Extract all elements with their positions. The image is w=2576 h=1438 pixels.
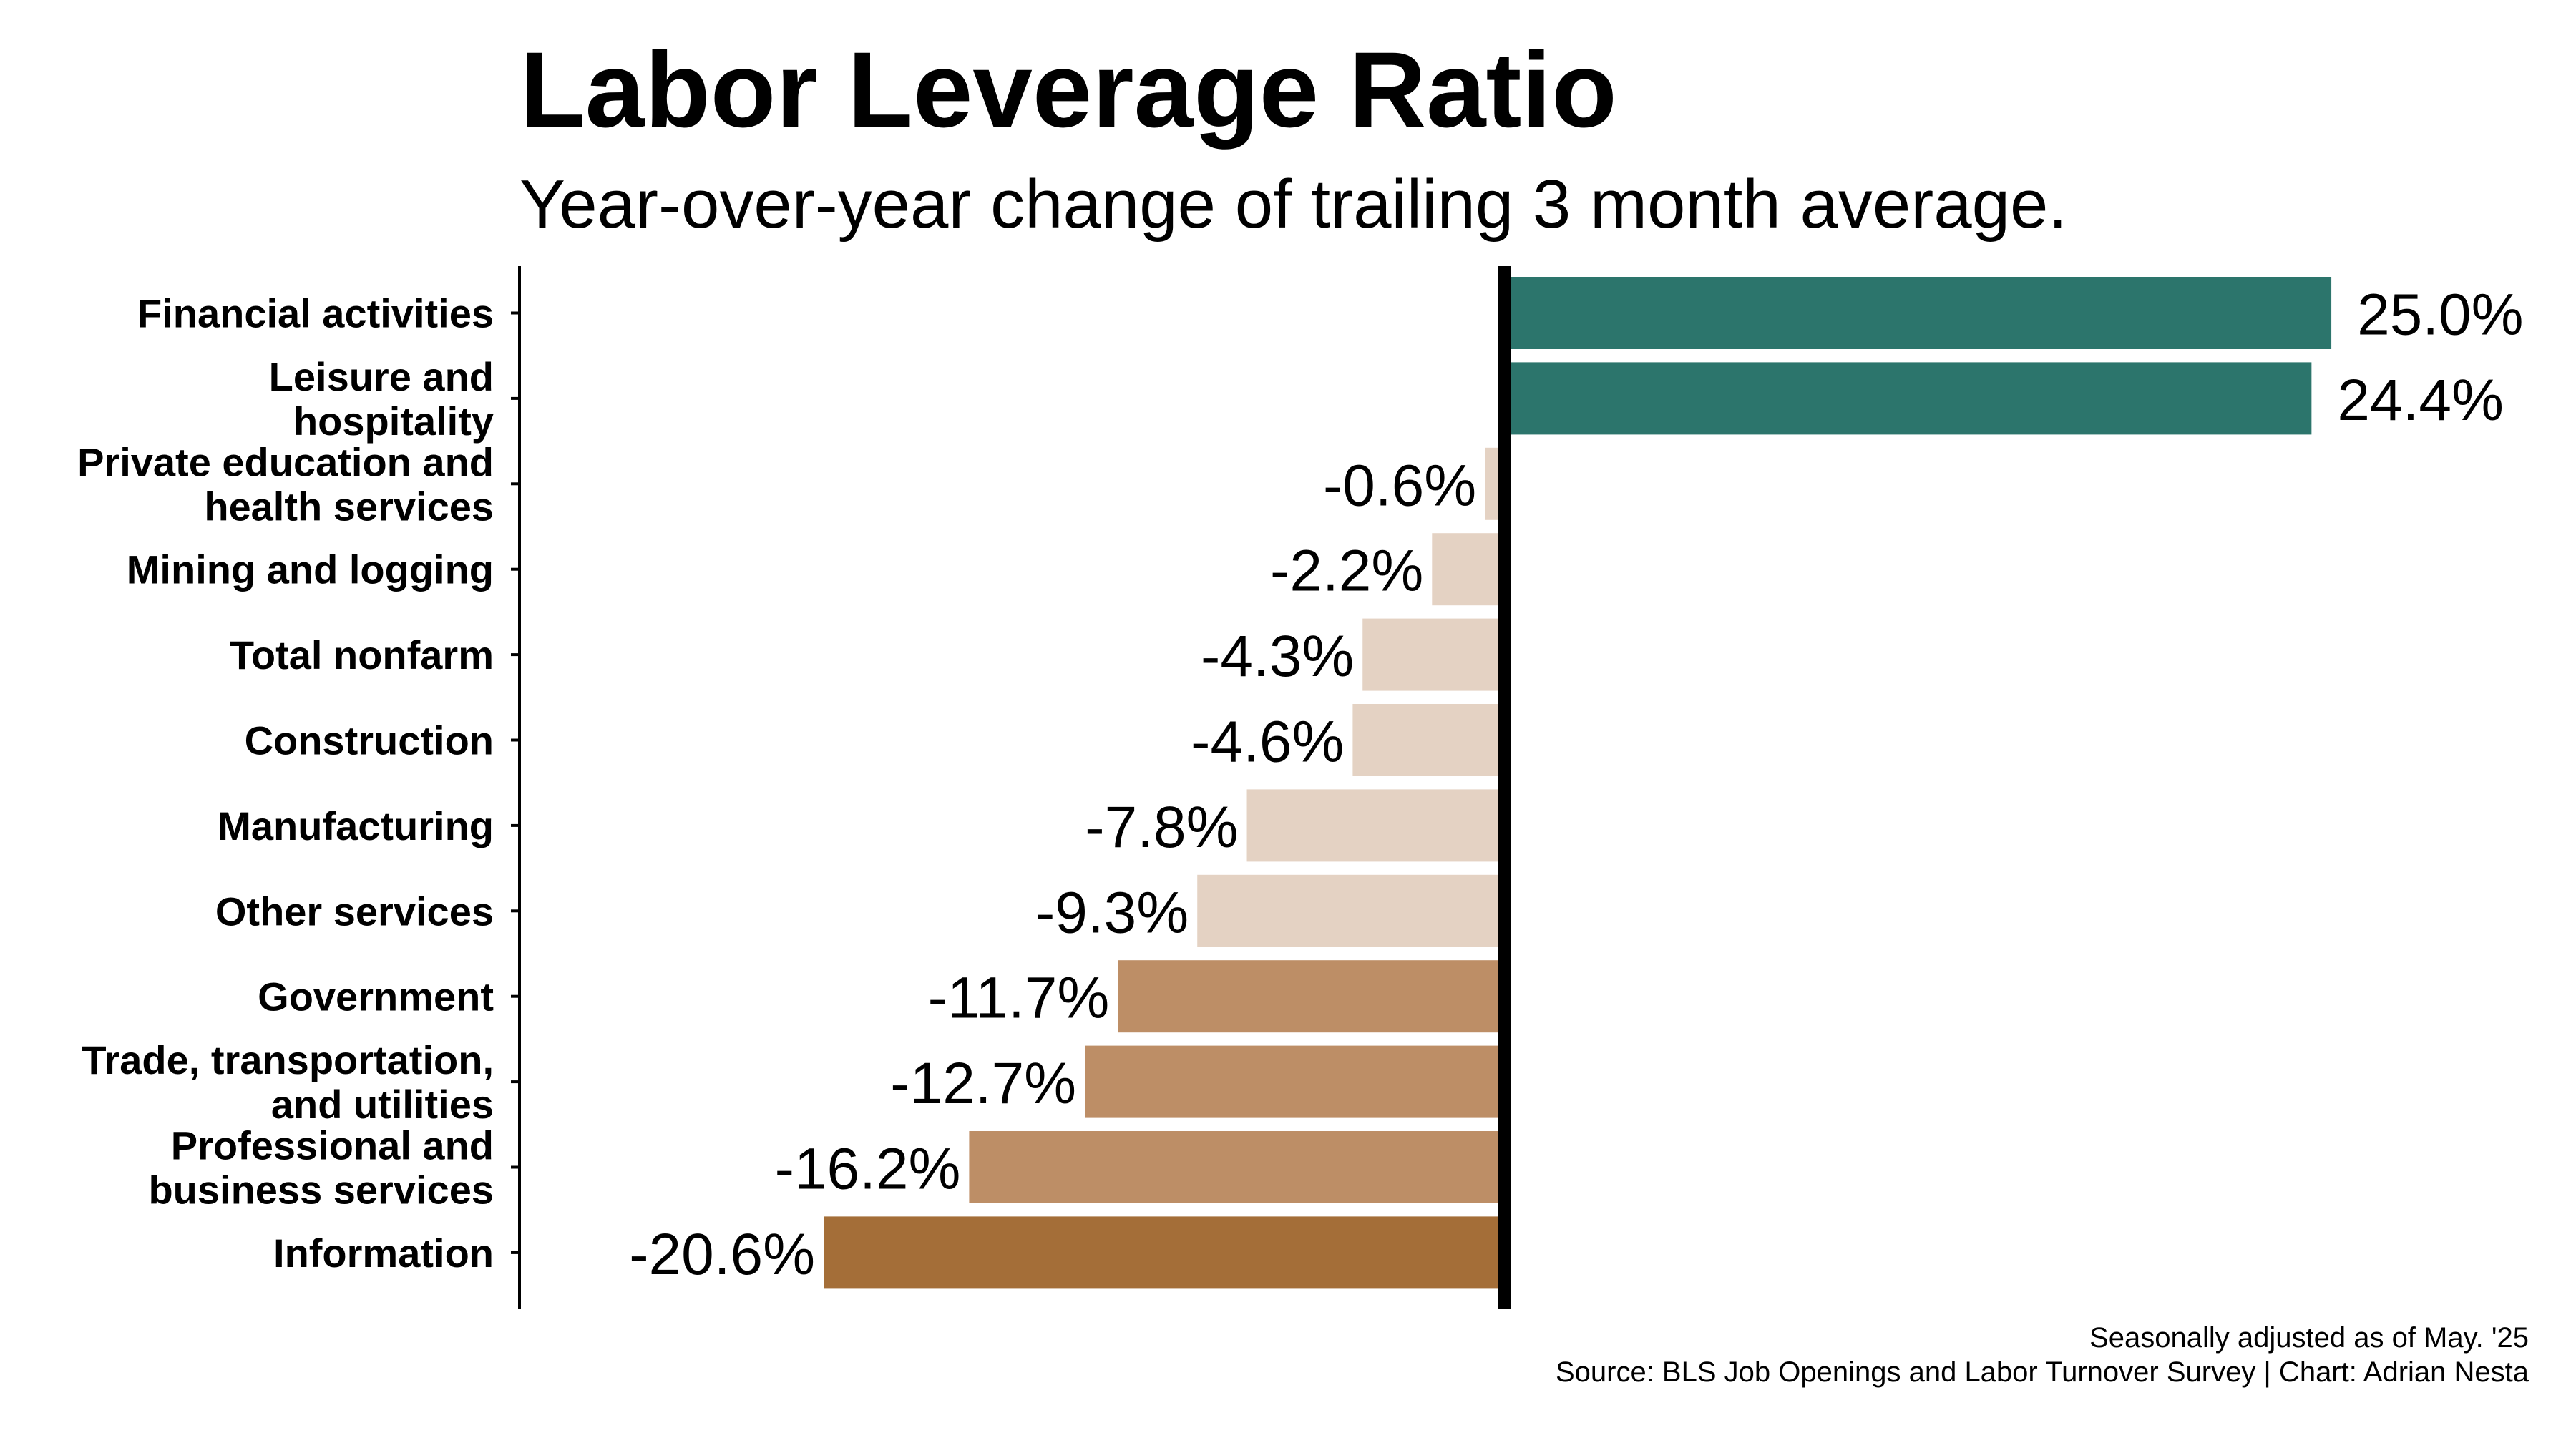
- category-label: Information: [273, 1231, 494, 1276]
- category-label: Mining and logging: [127, 547, 494, 592]
- value-label: -12.7%: [890, 1051, 1076, 1116]
- category-label: business services: [148, 1168, 494, 1213]
- category-label: hospitality: [293, 398, 494, 444]
- bar-4: [1362, 618, 1505, 691]
- value-label: -2.2%: [1270, 539, 1423, 604]
- value-label: -4.3%: [1201, 624, 1354, 689]
- category-label: Construction: [245, 718, 494, 763]
- category-label: Trade, transportation,: [82, 1037, 494, 1082]
- category-label: Total nonfarm: [230, 632, 494, 678]
- chart-subtitle: Year-over-year change of trailing 3 mont…: [519, 166, 2068, 243]
- bar-5: [1352, 704, 1505, 776]
- bar-8: [1118, 960, 1505, 1033]
- category-label: Leisure and: [269, 354, 494, 399]
- category-label: Financial activities: [137, 291, 494, 336]
- bar-9: [1085, 1045, 1505, 1118]
- bar-6: [1246, 789, 1505, 862]
- bar-3: [1432, 533, 1505, 606]
- value-label: -7.8%: [1085, 795, 1238, 860]
- category-label: Private education and: [77, 439, 494, 484]
- category-label: Professional and: [171, 1123, 494, 1168]
- chart-title: Labor Leverage Ratio: [519, 29, 1617, 150]
- value-label: -0.6%: [1323, 453, 1476, 518]
- source-credit: Source: BLS Job Openings and Labor Turno…: [1555, 1356, 2529, 1388]
- seasonal-note: Seasonally adjusted as of May. '25: [2089, 1322, 2529, 1354]
- category-label: Government: [258, 974, 494, 1019]
- bar-10: [969, 1131, 1505, 1203]
- value-label: -20.6%: [629, 1222, 815, 1287]
- value-label: -11.7%: [928, 966, 1110, 1031]
- value-label: -9.3%: [1035, 880, 1189, 945]
- value-label: -16.2%: [775, 1137, 961, 1202]
- value-label: 25.0%: [2357, 283, 2524, 348]
- category-label: Manufacturing: [218, 803, 494, 848]
- category-label: health services: [204, 484, 494, 529]
- value-label: 24.4%: [2337, 368, 2504, 433]
- bar-1: [1504, 362, 2312, 435]
- category-label: Other services: [215, 889, 494, 934]
- category-label: and utilities: [271, 1082, 494, 1127]
- bar-11: [824, 1216, 1505, 1289]
- value-label: -4.6%: [1191, 710, 1344, 775]
- bar-7: [1197, 874, 1505, 947]
- bar-0: [1504, 277, 2332, 349]
